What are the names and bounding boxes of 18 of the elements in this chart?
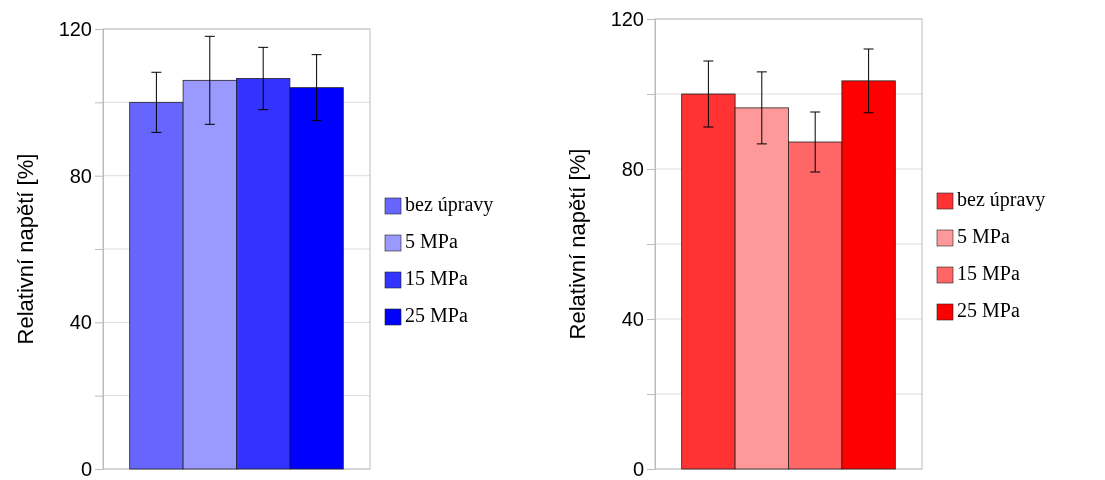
legend-label: 5 MPa (957, 225, 1010, 247)
y-tick-label: 0 (80, 457, 92, 480)
y-axis-title: Relativní napětí [%] (13, 153, 38, 345)
legend-label: bez úpravy (957, 188, 1046, 211)
legend-label: 25 MPa (405, 304, 468, 326)
y-tick-label: 80 (69, 164, 92, 187)
y-axis-title: Relativní napětí [%] (565, 148, 590, 340)
y-tick-label: 120 (610, 7, 644, 30)
legend-label: 5 MPa (405, 230, 458, 252)
y-tick-label: 0 (632, 457, 644, 480)
y-tick-label: 40 (69, 311, 92, 334)
legend-label: 15 MPa (405, 267, 468, 289)
legend-label: 25 MPa (957, 299, 1020, 321)
legend-label: 15 MPa (957, 262, 1020, 284)
y-tick-label: 80 (621, 157, 644, 180)
y-tick-label: 120 (58, 17, 92, 40)
legend-label: bez úpravy (405, 193, 494, 216)
y-tick-label: 40 (621, 307, 644, 330)
